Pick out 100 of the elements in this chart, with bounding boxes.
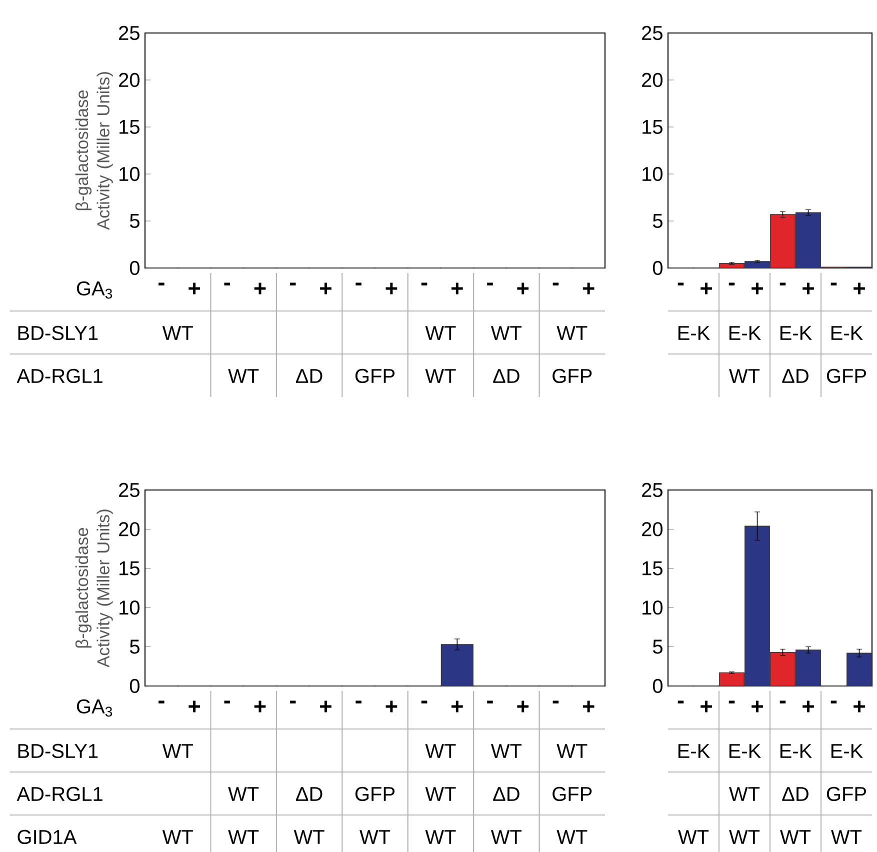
y-tick-label: 0 — [652, 678, 663, 694]
y-tick-label: 5 — [652, 214, 662, 228]
x-tick-label: + — [582, 282, 594, 294]
text: E-K — [831, 744, 863, 758]
text: AD-RGL1 — [16, 368, 102, 384]
y-tick-label: 20 — [642, 522, 662, 536]
y-tick-label: 5 — [652, 640, 662, 654]
text: GFP — [355, 786, 395, 802]
y-tick-label: 25 — [119, 482, 140, 498]
text: ΔD — [296, 369, 322, 383]
text: GFP — [552, 368, 592, 384]
text: WT — [228, 369, 259, 383]
y-tick-label: 10 — [642, 166, 662, 182]
text: WT — [729, 369, 760, 383]
text: WT — [831, 830, 862, 844]
x-tick-label: - — [487, 700, 493, 704]
x-tick-label: - — [224, 700, 230, 704]
x-tick-label: - — [421, 700, 428, 704]
text: ΔD — [296, 787, 322, 801]
text: WT — [162, 830, 193, 844]
text: E-K — [678, 326, 710, 340]
text: ΔD — [493, 787, 520, 801]
text: WT — [490, 326, 522, 340]
text: WT — [425, 326, 456, 340]
text: WT — [360, 830, 390, 844]
y-tick-label: 15 — [642, 561, 662, 576]
text: WT — [425, 744, 456, 758]
x-tick-label: - — [552, 700, 559, 704]
text: E-K — [831, 326, 863, 340]
x-tick-label: - — [678, 700, 684, 704]
x-axis-title: GA$_{3}$ — [76, 699, 112, 717]
x-tick-label: - — [830, 282, 837, 286]
text: GID1A — [18, 830, 77, 844]
y-tick-label: 0 — [652, 260, 663, 276]
text: BD-SLY1 — [18, 326, 98, 340]
text: AD-RGL1 — [16, 786, 102, 802]
x-tick-label: + — [752, 282, 763, 294]
text: GFP — [826, 786, 866, 802]
x-tick-label: + — [188, 700, 200, 712]
text: WT — [729, 787, 760, 801]
x-tick-label: + — [451, 282, 463, 294]
text: E-K — [729, 744, 761, 758]
text: WT — [294, 830, 324, 844]
x-tick-label: + — [854, 700, 865, 712]
text: WT — [162, 326, 193, 340]
y-tick-label: 20 — [119, 72, 140, 88]
x-tick-label: + — [700, 282, 712, 294]
x-tick-label: + — [386, 282, 398, 294]
x-tick-label: + — [517, 282, 529, 294]
x-tick-label: - — [780, 700, 786, 704]
x-tick-label: + — [386, 700, 398, 712]
x-tick-label: - — [421, 282, 428, 286]
x-tick-label: + — [451, 700, 463, 712]
text: WT — [556, 326, 588, 340]
text: WT — [556, 830, 588, 844]
y-tick-label: 20 — [642, 72, 662, 88]
text: E-K — [729, 326, 761, 340]
y-tick-label: 0 — [130, 678, 140, 694]
x-tick-label: - — [290, 700, 296, 704]
x-tick-label: + — [517, 700, 529, 712]
text: BD-SLY1 — [18, 744, 98, 758]
x-tick-label: + — [254, 282, 266, 294]
y-tick-label: 25 — [642, 26, 662, 40]
x-tick-label: + — [700, 700, 712, 712]
x-tick-label: + — [802, 282, 814, 294]
x-tick-label: - — [224, 282, 230, 286]
y-tick-label: 5 — [130, 214, 140, 228]
x-tick-label: - — [678, 282, 684, 286]
text: WT — [490, 744, 522, 758]
x-tick-label: - — [290, 282, 296, 286]
text: WT — [556, 744, 588, 758]
x-tick-label: + — [320, 700, 332, 712]
text: ΔD — [782, 369, 808, 383]
y-tick-label: 25 — [642, 482, 662, 498]
x-tick-label: - — [830, 700, 837, 704]
text: WT — [425, 369, 456, 383]
y-tick-label: 25 — [119, 26, 140, 40]
text: GFP — [826, 368, 866, 384]
text: E-K — [780, 326, 812, 340]
text: WT — [729, 830, 760, 844]
text: WT — [162, 744, 193, 758]
x-tick-label: - — [552, 282, 559, 286]
y-tick-label: 10 — [120, 600, 140, 615]
x-tick-label: - — [356, 700, 362, 704]
x-tick-label: - — [728, 282, 735, 286]
text: WT — [780, 830, 811, 844]
x-axis-title: GA$_{3}$ — [76, 281, 112, 299]
x-tick-label: - — [487, 282, 493, 286]
x-tick-label: + — [320, 282, 332, 294]
text: WT — [490, 830, 522, 844]
text: WT — [425, 830, 456, 844]
y-tick-label: 10 — [642, 600, 662, 615]
x-tick-label: + — [582, 700, 594, 712]
x-tick-label: + — [188, 282, 200, 294]
x-tick-label: + — [854, 282, 865, 294]
x-tick-label: + — [802, 700, 814, 712]
text: E-K — [780, 744, 812, 758]
text: WT — [228, 787, 259, 801]
text: ΔD — [493, 369, 520, 383]
x-tick-label: - — [158, 282, 164, 286]
